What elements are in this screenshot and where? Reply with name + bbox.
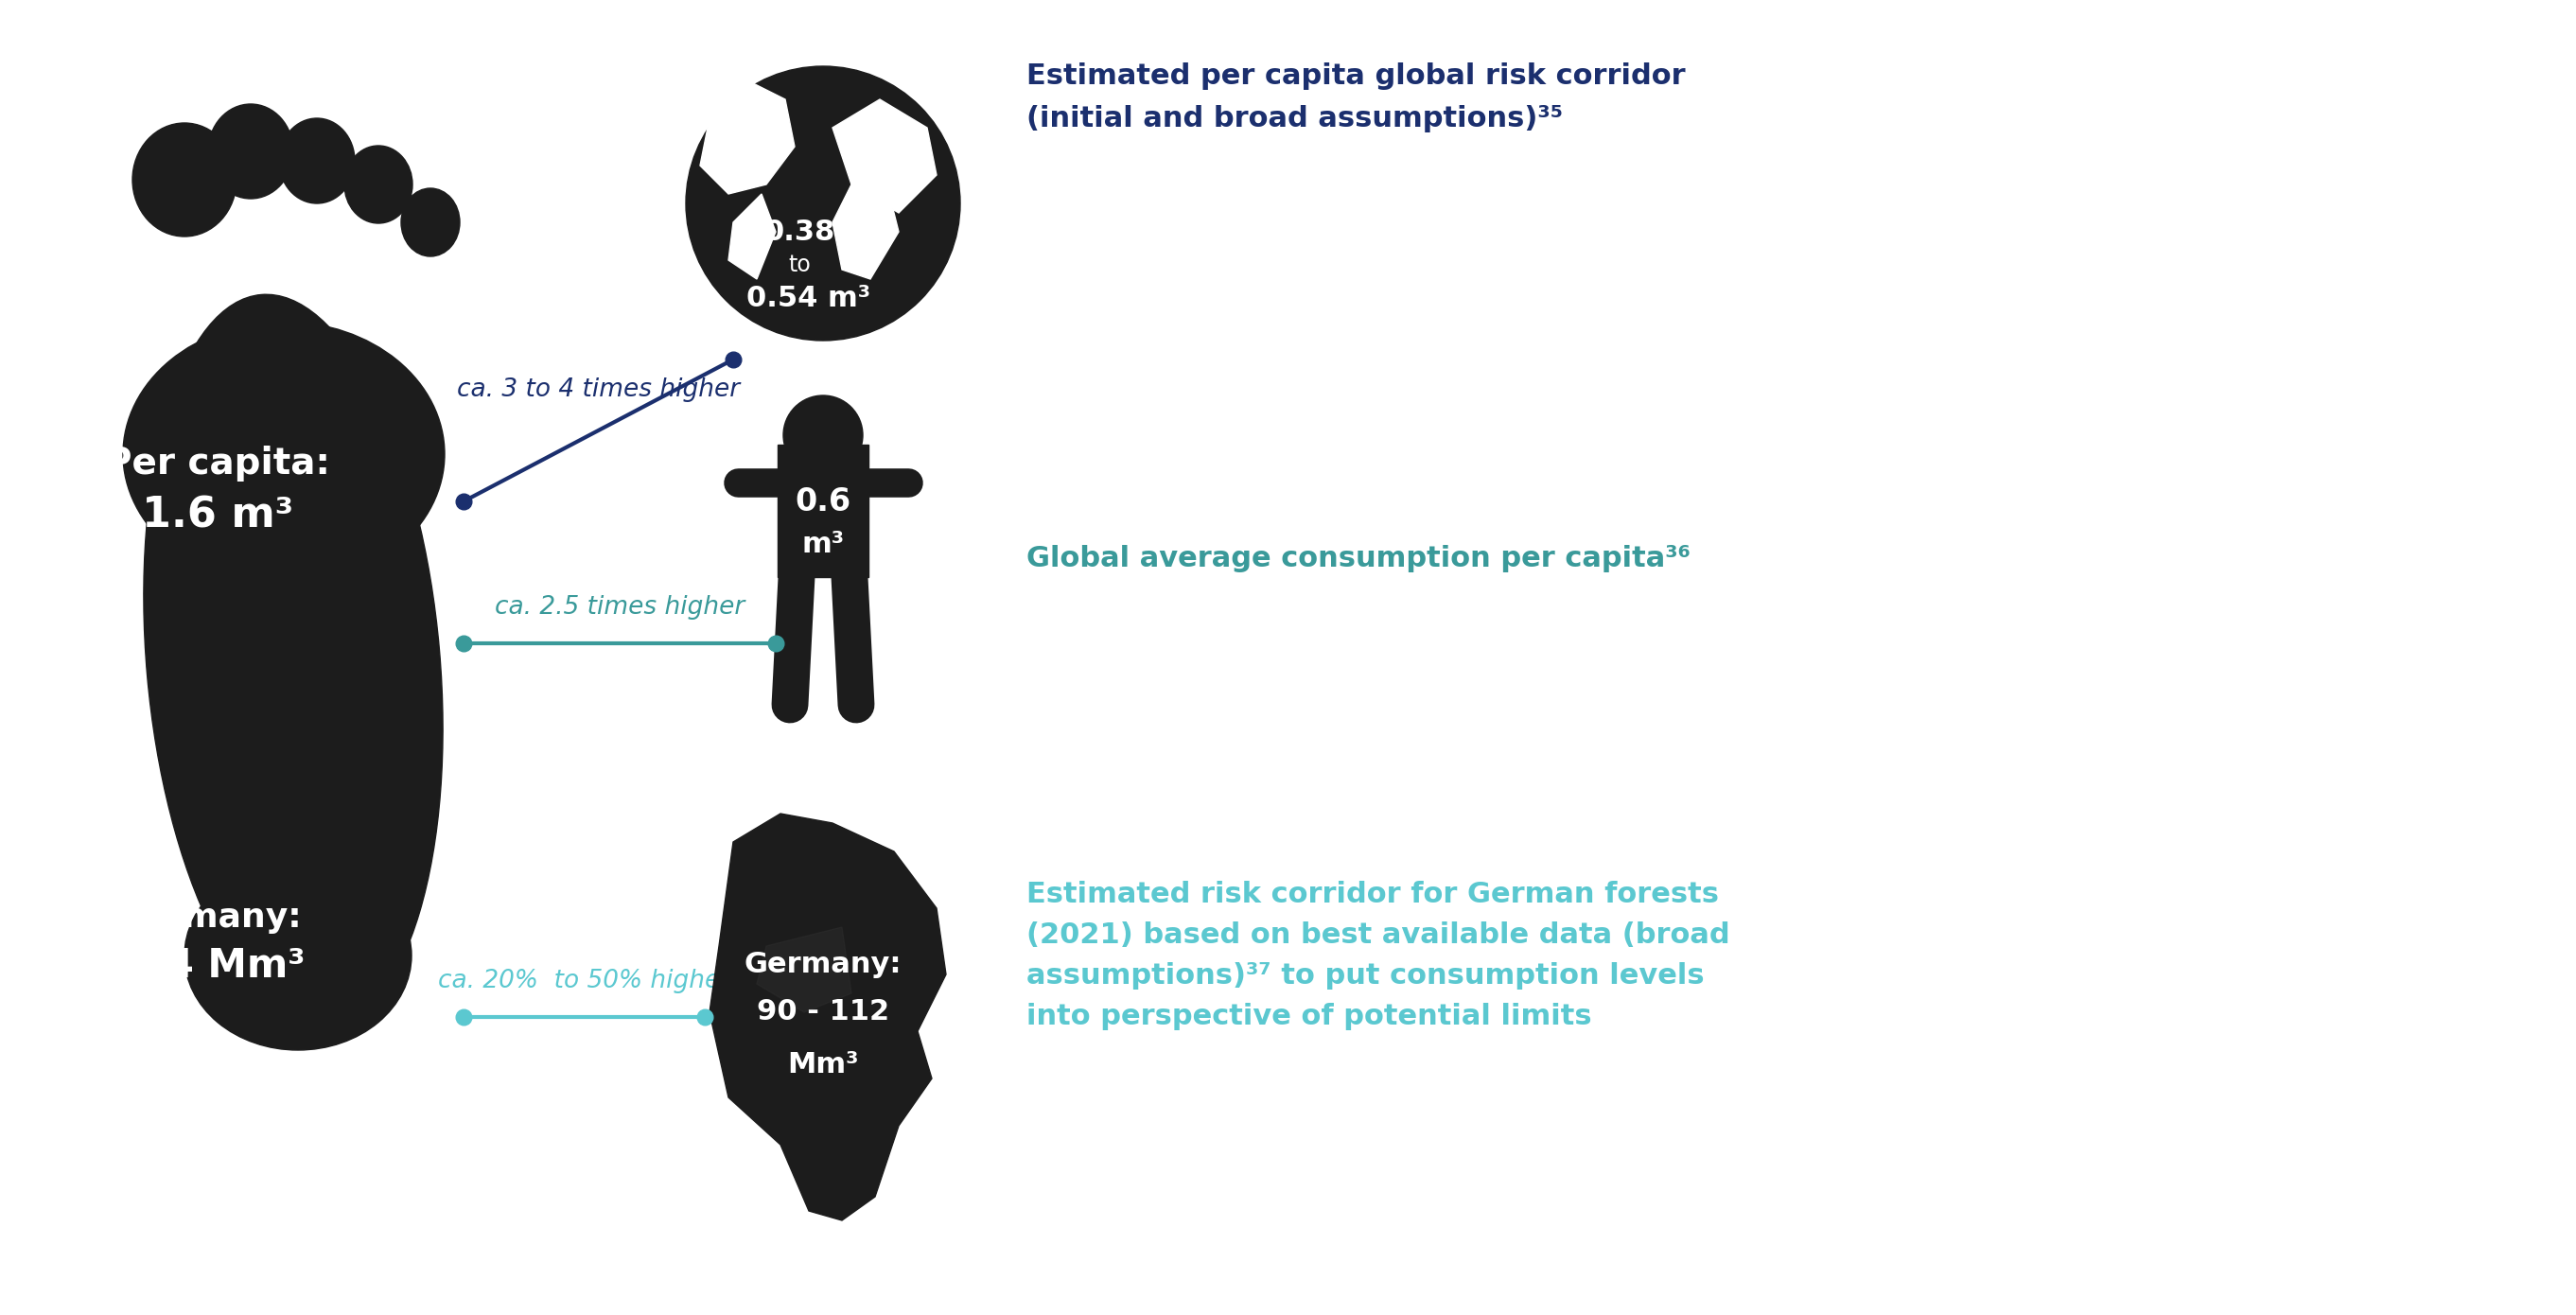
Text: 0.54 m³: 0.54 m³ (747, 284, 871, 312)
Ellipse shape (209, 104, 294, 199)
Polygon shape (701, 80, 793, 193)
Text: Global average consumption per capita³⁶: Global average consumption per capita³⁶ (1025, 544, 1690, 572)
Polygon shape (832, 184, 899, 279)
Ellipse shape (278, 118, 355, 204)
Text: Estimated per capita global risk corridor: Estimated per capita global risk corrido… (1025, 62, 1685, 89)
Text: 1.6 m³: 1.6 m³ (142, 496, 294, 537)
Text: Germany:: Germany: (744, 951, 902, 978)
Polygon shape (729, 193, 775, 279)
Polygon shape (757, 927, 853, 1013)
Text: ca. 20%  to 50% higher: ca. 20% to 50% higher (438, 969, 732, 993)
Ellipse shape (402, 188, 459, 256)
Text: 134 Mm³: 134 Mm³ (111, 947, 304, 986)
Text: ca. 3 to 4 times higher: ca. 3 to 4 times higher (456, 377, 739, 402)
Text: Estimated risk corridor for German forests
(2021) based on best available data (: Estimated risk corridor for German fores… (1025, 881, 1731, 1030)
Text: (initial and broad assumptions)³⁵: (initial and broad assumptions)³⁵ (1025, 104, 1564, 132)
Text: Germany:: Germany: (116, 902, 301, 934)
Circle shape (685, 66, 961, 341)
Text: 0.38: 0.38 (765, 218, 835, 246)
Ellipse shape (131, 124, 237, 237)
Polygon shape (832, 100, 938, 213)
Text: to: to (788, 254, 811, 276)
Polygon shape (708, 814, 945, 1220)
Ellipse shape (345, 146, 412, 224)
Ellipse shape (185, 861, 412, 1051)
FancyBboxPatch shape (778, 444, 868, 577)
Circle shape (783, 396, 863, 475)
Text: m³: m³ (801, 530, 845, 558)
Text: 90 - 112: 90 - 112 (757, 998, 889, 1026)
Ellipse shape (144, 295, 443, 1030)
Text: Per capita:: Per capita: (106, 446, 330, 481)
Text: Mm³: Mm³ (788, 1051, 858, 1078)
Ellipse shape (124, 322, 446, 586)
Text: 0.6: 0.6 (796, 485, 850, 517)
Text: ca. 2.5 times higher: ca. 2.5 times higher (495, 596, 744, 619)
